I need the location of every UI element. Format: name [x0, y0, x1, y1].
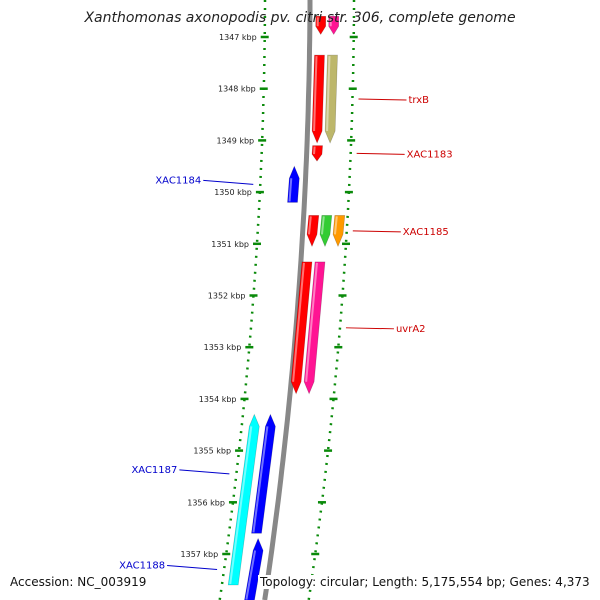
gene-highlight	[307, 216, 312, 235]
backbone	[262, 0, 313, 600]
label-connector	[167, 565, 218, 571]
tick-label: 1355 kbp	[193, 447, 231, 456]
backbone-line	[262, 0, 313, 600]
gene-highlight	[252, 426, 269, 533]
gene-arrow	[332, 215, 346, 248]
length-text: Length: 5,175,554 bp;	[372, 575, 506, 589]
gene-XAC1184	[287, 165, 300, 203]
gene-arrow	[319, 215, 333, 248]
gene-highlight	[333, 216, 338, 235]
gene-highlight	[288, 178, 293, 202]
label-connector	[356, 152, 405, 155]
tick-label: 1350 kbp	[214, 188, 252, 197]
gene-arrow	[227, 413, 260, 586]
gene-label-XAC1185: XAC1185	[403, 227, 449, 238]
gene-XAC1185	[306, 215, 320, 248]
gene-XAC1183	[311, 145, 323, 162]
gene-arrow	[324, 54, 338, 144]
tick-label: 1356 kbp	[187, 498, 225, 507]
gene-highlight	[305, 262, 318, 382]
tick-label: 1351 kbp	[211, 240, 249, 249]
gene-highlight	[292, 262, 305, 382]
label-connector	[358, 98, 407, 101]
gene-highlight	[229, 426, 253, 585]
gene-XAC1188	[244, 537, 264, 600]
gene-highlight	[313, 56, 318, 132]
gene-label-uvrA2: uvrA2	[396, 324, 426, 335]
gene-highlight	[313, 146, 316, 155]
tick-label: 1354 kbp	[199, 395, 237, 404]
gene-labels: trxB XAC1183 XAC1184 XAC1185 uvrA2 XAC1187 XAC…	[119, 95, 452, 571]
tick-label: 1348 kbp	[218, 85, 256, 94]
label-connector	[179, 469, 230, 475]
topology-text: Topology: circular;	[260, 575, 369, 589]
tick-label: 1347 kbp	[219, 33, 257, 42]
label-connector	[352, 230, 401, 233]
gene-label-XAC1183: XAC1183	[407, 149, 453, 160]
gene-arrow	[315, 15, 327, 35]
label-connector	[345, 327, 394, 330]
genes-text: Genes: 4,373	[509, 575, 590, 589]
tick-label: 1353 kbp	[204, 343, 242, 352]
gene-highlight	[320, 216, 325, 235]
gene-label-XAC1187: XAC1187	[131, 465, 177, 476]
gene-XAC1187	[251, 413, 276, 534]
label-connector	[203, 179, 254, 185]
gene-arrow	[328, 15, 340, 35]
gene-uvrA2	[290, 261, 313, 395]
genome-summary: Topology: circular; Length: 5,175,554 bp…	[258, 575, 592, 589]
tick-label: 1352 kbp	[208, 292, 246, 301]
accession-text: Accession: NC_003919	[8, 575, 149, 589]
page-title: Xanthomonas axonopodis pv. citri str. 30…	[84, 10, 516, 26]
tick-label: 1349 kbp	[216, 136, 254, 145]
gene-label-XAC1188: XAC1188	[119, 561, 165, 572]
gene-label-XAC1184: XAC1184	[155, 175, 201, 186]
gene-highlight	[326, 56, 331, 132]
gene-highlight	[245, 550, 257, 600]
gene-trxB	[311, 54, 325, 144]
tick-label: 1357 kbp	[181, 550, 219, 559]
gene-arrow	[303, 261, 326, 395]
scale-ticks: 1347 kbp 1348 kbp 1349 kbp 1350 kbp 1351 kbp…	[181, 33, 358, 559]
gene-track	[227, 15, 346, 600]
gene-label-trxB: trxB	[408, 95, 429, 106]
